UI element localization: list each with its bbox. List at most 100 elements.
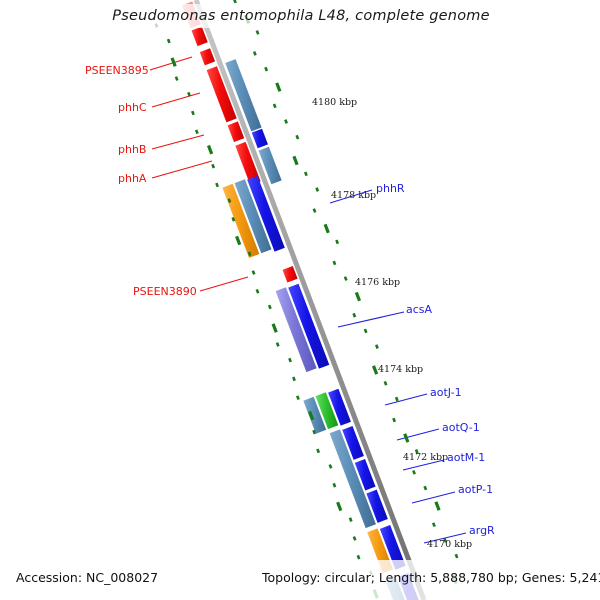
label-leader-line [384,393,428,406]
gene-feature-feat-phhR-steel[interactable] [234,179,272,254]
gene-feature-feat-phhA-blue[interactable] [258,146,282,185]
label-leader-line [411,491,456,504]
axis-tick-dash [363,328,368,334]
axis-tick-dash [403,433,410,443]
axis-tick-dash [443,538,448,543]
axis-tick-dash [191,110,195,116]
gene-feature-feat-argR-blue[interactable] [379,524,406,570]
axis-tick-dash [295,395,300,401]
page-title: Pseudomonas entomophila L48, complete ge… [112,8,490,24]
gene-label-phhr[interactable]: phhR [376,182,405,195]
title-backdrop [96,4,506,28]
axis-tick-dash [292,376,296,382]
axis-tick-dash [292,155,299,166]
gene-label-phhb[interactable]: phhB [118,143,147,156]
gene-feature-feat-aotJ-green[interactable] [315,392,339,430]
label-leader-lines [149,56,467,544]
axis-tick-label: 4170 kbp [427,539,473,550]
gene-feature-feat-phhR-blue[interactable] [247,175,285,252]
axis-tick-dash [332,482,337,488]
axis-tick-dash [394,396,399,402]
gene-label-acsa[interactable]: acsA [406,303,433,316]
gene-feature-feat-aotM-blue[interactable] [354,458,376,491]
axis-tick-dash [423,485,428,491]
axis-tick-dash [275,342,280,347]
gene-feature-feat-phhB-blue[interactable] [251,128,268,149]
label-leader-line [151,134,205,150]
axis-tick-dash [235,235,242,246]
gene-label-phha[interactable]: phhA [118,172,147,185]
axis-tick-dash [303,171,308,177]
axis-tick-dash [288,357,292,363]
axis-tick-dash [295,134,300,140]
axis-tick-dash [323,223,330,234]
axis-tick-dash [255,288,260,294]
axis-tick-dash [227,198,232,203]
axis-tick-dash [233,0,237,4]
axis-tick-dash [343,276,348,281]
axis-tick-dash [348,517,353,522]
gene-feature-feat-phhA-red[interactable] [206,66,237,123]
axis-tick-dash [187,91,191,97]
axis-tick-dash [316,448,321,454]
axis-tick-dash [264,66,269,72]
axis-tick-label: 4176 kbp [355,277,401,288]
axis-tick-dash [383,380,388,386]
gene-feature-feat-aotJ-steel[interactable] [303,396,327,434]
label-leader-line [402,459,445,471]
axis-tick-dash [231,217,236,222]
label-leader-line [199,276,249,292]
axis-tick-dash [308,410,315,421]
axis-tick-dash [454,553,459,559]
axis-tick-dash [247,251,252,257]
axis-tick-dash [312,208,317,213]
axis-tick-dash [166,38,171,44]
gene-feature-feat-phhR-orange[interactable] [222,183,260,258]
gene-label-pseen3890[interactable]: PSEEN3890 [133,285,197,298]
gene-label-argr[interactable]: argR [469,524,495,537]
axis-tick-dash [284,119,288,124]
axis-tick-label: 4172 kbp [403,452,449,463]
gene-feature-feat-phhC-blue[interactable] [225,59,262,132]
label-leader-line [329,189,373,204]
axis-tick-dash [170,57,177,67]
gene-feature-feat-red-top-2[interactable] [191,26,208,47]
gene-label-aotj-1[interactable]: aotJ-1 [430,386,462,399]
gene-feature-feat-aot-steel[interactable] [329,429,376,529]
gene-label-aotq-1[interactable]: aotQ-1 [442,421,480,434]
axis-tick-label: 4178 kbp [331,190,377,201]
gene-feature-layer[interactable] [181,1,419,600]
axis-tick-dash [434,501,441,511]
gene-feature-feat-phhB-red[interactable] [227,121,245,143]
gene-label-aotp-1[interactable]: aotP-1 [458,483,494,496]
axis-tick-dash [251,270,256,275]
axis-tick-dash [328,464,333,469]
genome-backbone-line [193,0,427,600]
axis-tick-dash [352,312,357,318]
gene-feature-feat-acsA-slate[interactable] [275,287,317,373]
axis-tick-dashes [154,0,459,599]
axis-tick-label: 4174 kbp [378,364,424,375]
axis-tick-dash [194,129,199,135]
axis-tick-dash [412,470,416,475]
accession-text: Accession: NC_008027 [16,570,159,585]
gene-label-aotm-1[interactable]: aotM-1 [447,451,486,464]
gene-label-phhc[interactable]: phhC [118,101,147,114]
axis-tick-dash [414,449,419,454]
axis-tick-dash [374,344,379,349]
gene-feature-feat-aotQ-blue[interactable] [342,425,364,460]
axis-tick-label: 4180 kbp [312,97,358,108]
gene-feature-feat-aotP-blue[interactable] [366,489,388,523]
label-leader-line [396,428,440,441]
axis-tick-dash [267,304,272,310]
gene-feature-feat-red-small[interactable] [199,48,216,66]
gene-feature-feat-acsA-blue[interactable] [288,283,330,369]
axis-tick-dash [372,365,379,375]
gene-feature-feat-psn3890[interactable] [282,266,298,283]
gene-label-pseen3895[interactable]: PSEEN3895 [85,64,149,77]
gene-feature-feat-phhC-red[interactable] [235,141,261,186]
gene-feature-feat-aotJ-blue[interactable] [328,388,351,426]
label-leader-line [151,92,201,108]
